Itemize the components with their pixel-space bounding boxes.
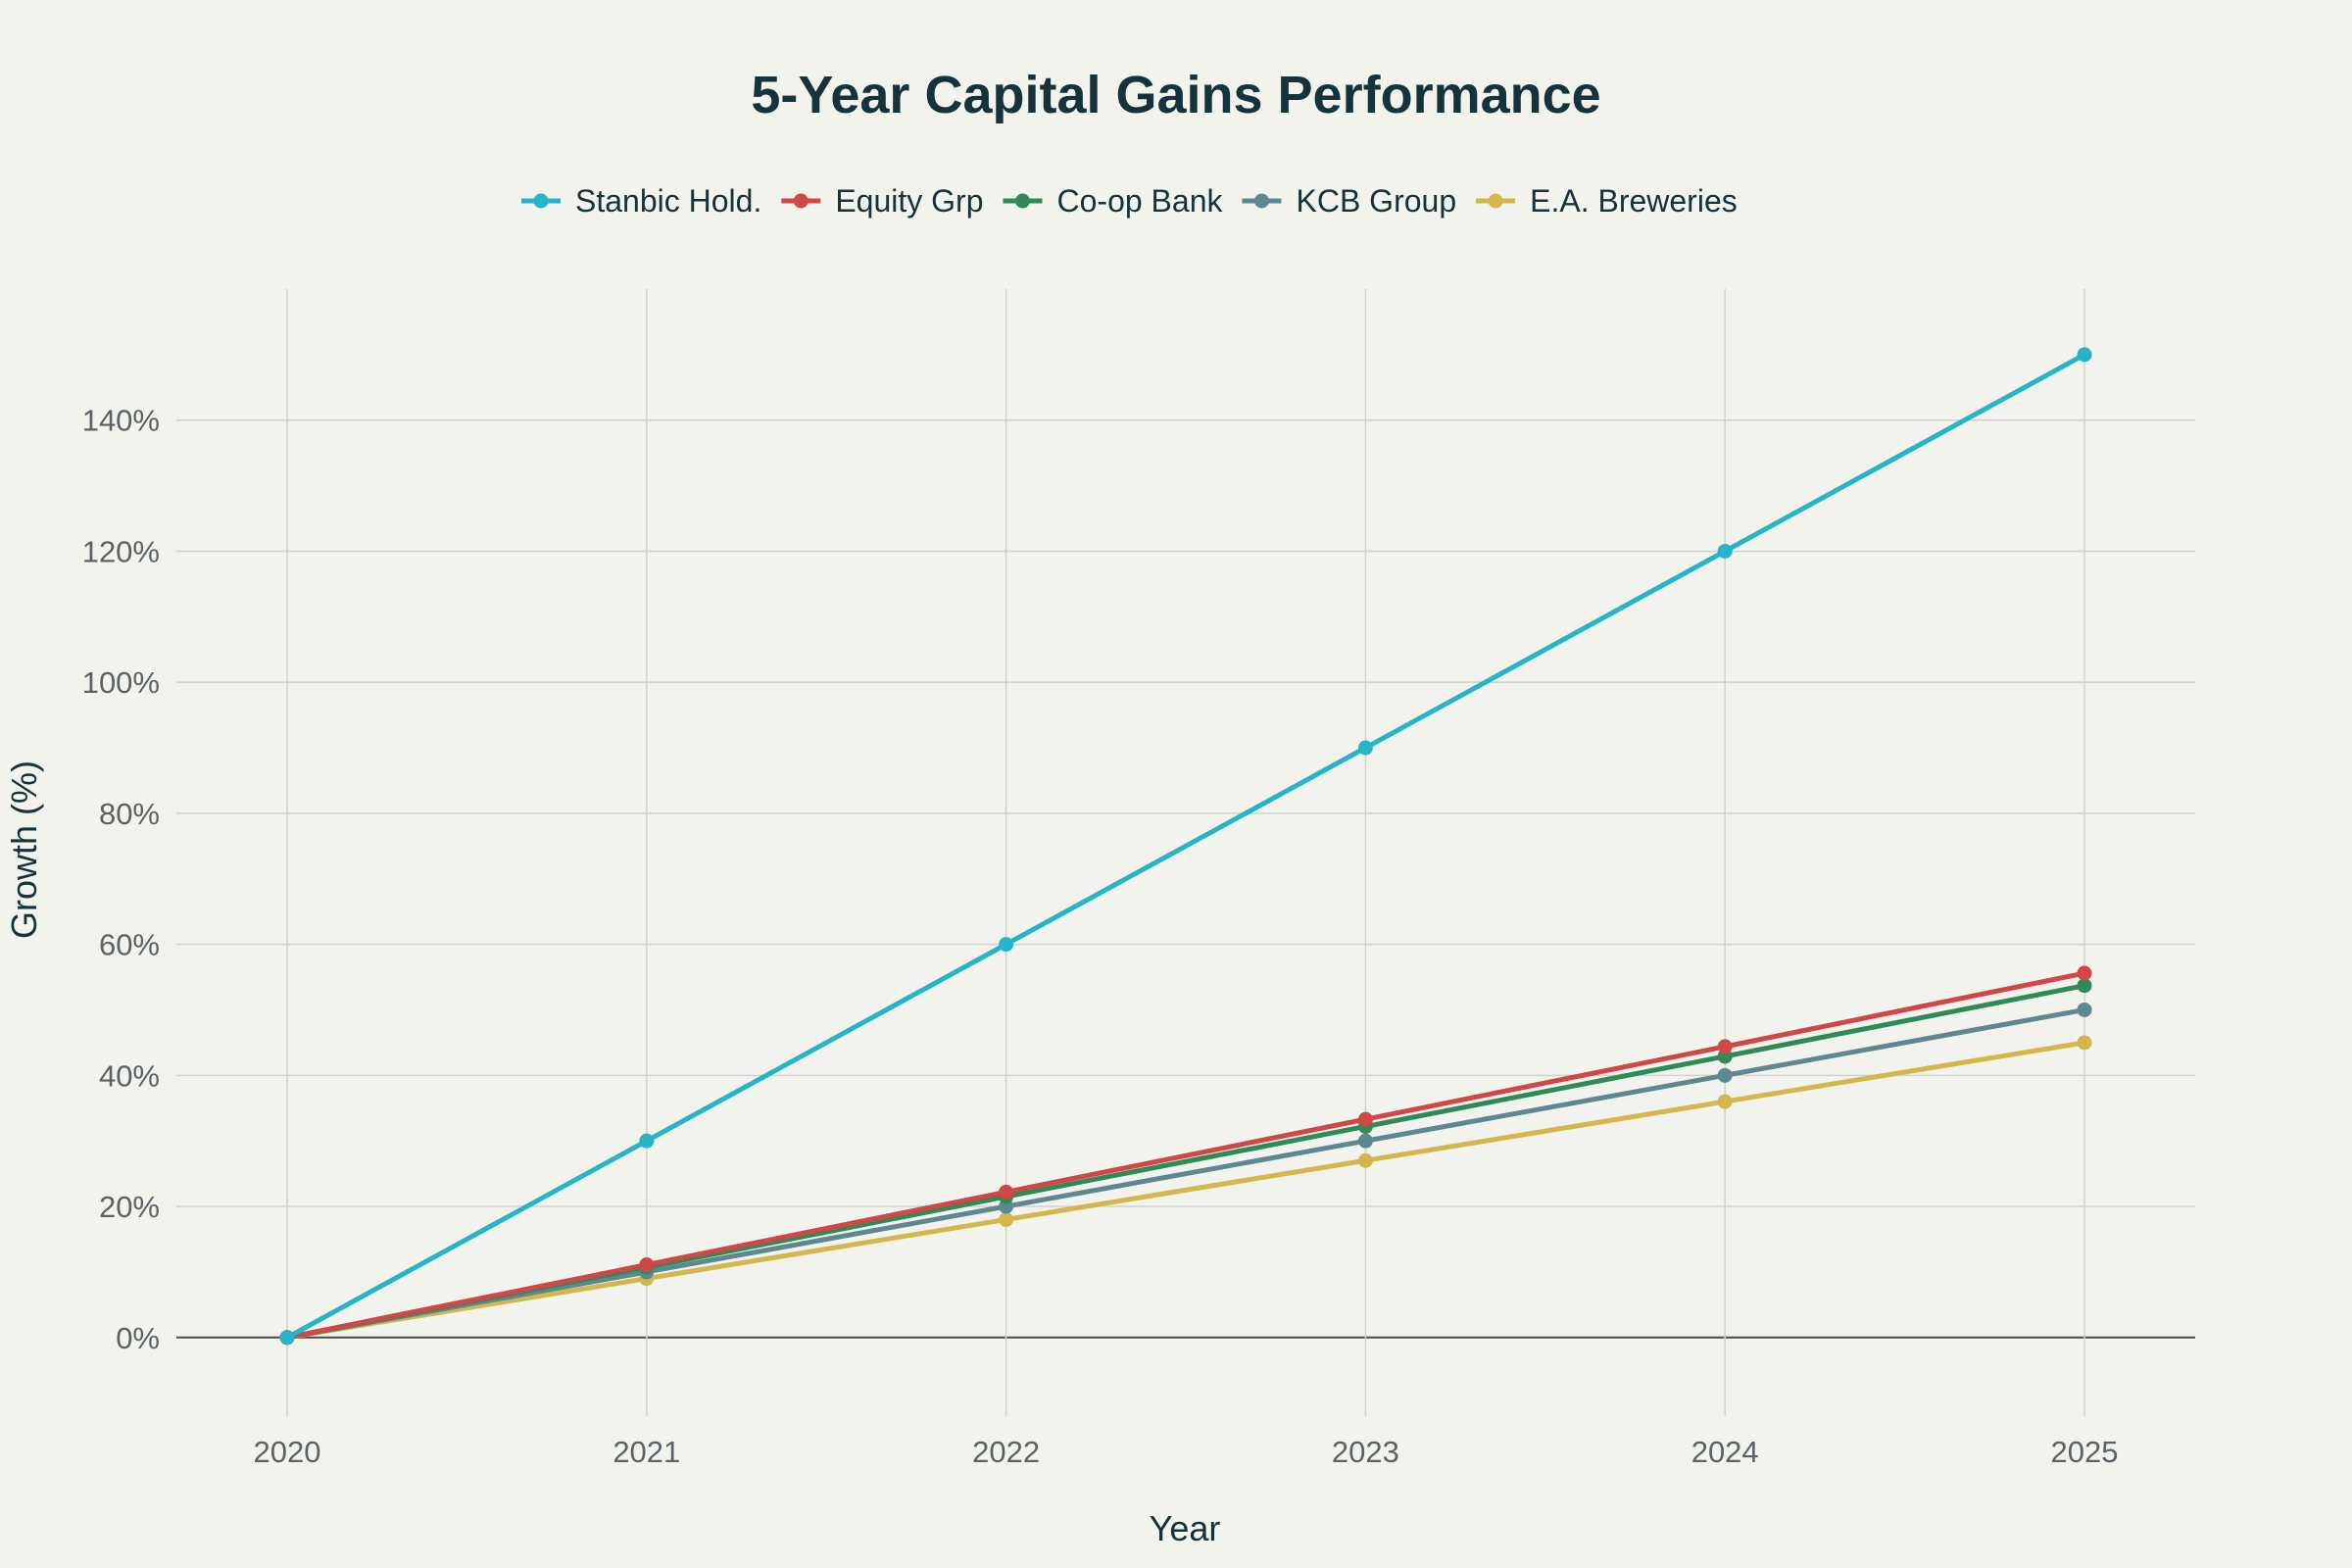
data-point-kcb-group (1357, 1133, 1373, 1149)
legend: Stanbic Hold. Equity Grp Co-op Bank KCB Gro… (521, 183, 1738, 219)
legend-item-kcb-group[interactable]: KCB Group (1242, 183, 1456, 219)
data-point-co-op-bank (2077, 978, 2092, 994)
legend-item-stanbic-hold[interactable]: Stanbic Hold. (521, 183, 761, 219)
data-point-stanbic-hold (279, 1330, 295, 1346)
y-tick-label: 60% (99, 928, 160, 962)
data-point-kcb-group (1717, 1067, 1733, 1083)
legend-item-e-a-breweries[interactable]: E.A. Breweries (1476, 183, 1738, 219)
data-point-equity-grp (999, 1184, 1014, 1200)
data-point-stanbic-hold (1717, 543, 1733, 559)
x-axis-title: Year (1150, 1508, 1221, 1548)
legend-item-co-op-bank[interactable]: Co-op Bank (1003, 183, 1224, 219)
data-point-e-a-breweries (2077, 1035, 2092, 1051)
data-point-stanbic-hold (1357, 740, 1373, 756)
grid (176, 289, 2195, 1416)
y-tick-label: 100% (82, 665, 160, 700)
series-line-kcb-group (284, 1006, 2087, 1341)
legend-marker (1488, 193, 1503, 209)
series-line-e-a-breweries (284, 1040, 2087, 1341)
x-tick-label: 2022 (972, 1435, 1040, 1469)
data-point-kcb-group (2077, 1002, 2092, 1017)
legend-item-equity-grp[interactable]: Equity Grp (781, 183, 984, 219)
series-line-equity-grp (284, 970, 2087, 1341)
data-point-stanbic-hold (639, 1133, 655, 1149)
x-tick-label: 2021 (612, 1435, 680, 1469)
y-axis-title: Growth (%) (4, 760, 44, 939)
y-tick-label: 120% (82, 534, 160, 568)
legend-label: KCB Group (1296, 183, 1456, 219)
x-tick-label: 2023 (1332, 1435, 1399, 1469)
data-point-e-a-breweries (1717, 1094, 1733, 1109)
legend-label: Stanbic Hold. (575, 183, 761, 219)
data-point-stanbic-hold (2077, 347, 2092, 363)
legend-label: Co-op Bank (1057, 183, 1224, 219)
x-axis-ticks: 2020 2021 2022 2023 2024 2025 (254, 1435, 2119, 1469)
y-axis-ticks: 0% 20% 40% 60% 80% 100% 120% 140% (82, 404, 160, 1355)
data-point-equity-grp (639, 1257, 655, 1273)
y-tick-label: 80% (99, 797, 160, 831)
legend-marker (793, 193, 808, 209)
legend-label: E.A. Breweries (1530, 183, 1738, 219)
series-lines (284, 352, 2087, 1341)
y-tick-label: 20% (99, 1190, 160, 1224)
legend-label: Equity Grp (835, 183, 983, 219)
x-tick-label: 2020 (254, 1435, 321, 1469)
data-point-stanbic-hold (999, 937, 1014, 953)
y-tick-label: 40% (99, 1058, 160, 1093)
legend-marker (1015, 193, 1030, 209)
data-point-e-a-breweries (999, 1211, 1014, 1227)
chart-title: 5-Year Capital Gains Performance (751, 66, 1600, 124)
data-point-equity-grp (1717, 1039, 1733, 1054)
y-tick-label: 0% (116, 1321, 160, 1355)
x-tick-label: 2024 (1691, 1435, 1759, 1469)
legend-marker (533, 193, 549, 209)
data-point-e-a-breweries (1357, 1152, 1373, 1168)
x-tick-label: 2025 (2051, 1435, 2119, 1469)
legend-marker (1253, 193, 1269, 209)
data-point-equity-grp (2077, 965, 2092, 981)
series-line-stanbic-hold (284, 352, 2087, 1341)
y-tick-label: 140% (82, 404, 160, 438)
series-points (279, 347, 2092, 1346)
data-point-equity-grp (1357, 1111, 1373, 1127)
